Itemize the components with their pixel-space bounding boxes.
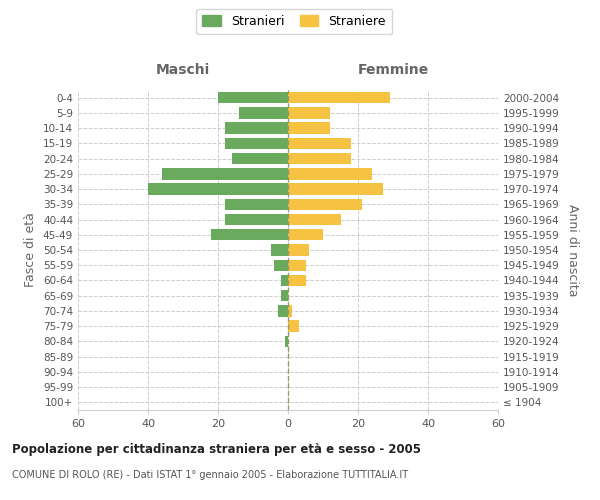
Bar	[288, 122, 330, 134]
Bar	[288, 260, 305, 271]
Bar	[225, 138, 288, 149]
Bar	[288, 138, 351, 149]
Bar	[218, 92, 288, 104]
Bar	[281, 275, 288, 286]
Y-axis label: Anni di nascita: Anni di nascita	[566, 204, 579, 296]
Bar	[288, 275, 305, 286]
Bar	[271, 244, 288, 256]
Bar	[288, 184, 383, 195]
Text: Popolazione per cittadinanza straniera per età e sesso - 2005: Popolazione per cittadinanza straniera p…	[12, 442, 421, 456]
Text: Maschi: Maschi	[156, 63, 210, 77]
Bar	[225, 198, 288, 210]
Bar	[288, 244, 309, 256]
Bar	[211, 229, 288, 240]
Bar	[274, 260, 288, 271]
Bar	[284, 336, 288, 347]
Bar	[162, 168, 288, 179]
Bar	[239, 107, 288, 118]
Bar	[288, 168, 372, 179]
Bar	[288, 229, 323, 240]
Bar	[232, 153, 288, 164]
Bar	[288, 214, 341, 225]
Bar	[225, 122, 288, 134]
Y-axis label: Fasce di età: Fasce di età	[25, 212, 37, 288]
Bar	[288, 198, 361, 210]
Bar	[288, 320, 299, 332]
Text: COMUNE DI ROLO (RE) - Dati ISTAT 1° gennaio 2005 - Elaborazione TUTTITALIA.IT: COMUNE DI ROLO (RE) - Dati ISTAT 1° genn…	[12, 470, 408, 480]
Legend: Stranieri, Straniere: Stranieri, Straniere	[196, 8, 392, 34]
Bar	[225, 214, 288, 225]
Bar	[288, 107, 330, 118]
Text: Femmine: Femmine	[358, 63, 428, 77]
Bar	[288, 153, 351, 164]
Bar	[281, 290, 288, 302]
Bar	[148, 184, 288, 195]
Bar	[288, 92, 389, 104]
Bar	[277, 305, 288, 316]
Bar	[288, 305, 292, 316]
